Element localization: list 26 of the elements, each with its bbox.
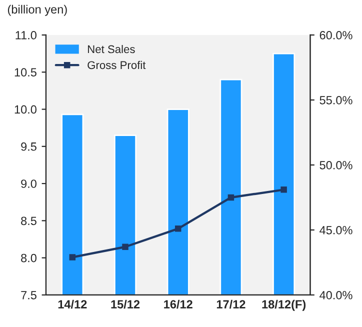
y-tick-label: 9.0 xyxy=(21,180,36,188)
y-tick-label: 7.5 xyxy=(21,291,36,300)
y-axis-title: (billion yen) xyxy=(8,4,67,16)
x-tick-label: 17/12 xyxy=(216,300,246,309)
y-tick-label: 10.0 xyxy=(14,105,36,114)
x-tick-label: 15/12 xyxy=(111,300,140,309)
y2-tick-label: 55.0% xyxy=(320,96,352,104)
point xyxy=(69,254,76,260)
point xyxy=(122,244,128,250)
y2-tick-label: 60.0% xyxy=(320,31,352,40)
point xyxy=(280,186,287,193)
x-tick-label: 14/12 xyxy=(58,300,87,309)
legend-label: Net Sales xyxy=(88,44,135,54)
y-tick-label: 11.0 xyxy=(16,31,36,40)
legend-label: Gross Profit xyxy=(88,60,146,70)
y2-tick-label: 45.0% xyxy=(320,226,352,234)
x-tick-label: 18/12(F) xyxy=(262,300,306,311)
point xyxy=(174,226,182,232)
y2-tick-label: 50.0% xyxy=(320,161,352,170)
point xyxy=(228,194,234,201)
y-tick-label: 10.5 xyxy=(14,68,36,77)
y-tick-label: 9.5 xyxy=(21,142,36,151)
y2-tick-label: 40.0% xyxy=(320,290,352,300)
y-tick-label: 8.0 xyxy=(21,254,36,262)
x-tick-label: 16/12 xyxy=(164,300,192,309)
y-tick-label: 8.5 xyxy=(21,216,36,226)
